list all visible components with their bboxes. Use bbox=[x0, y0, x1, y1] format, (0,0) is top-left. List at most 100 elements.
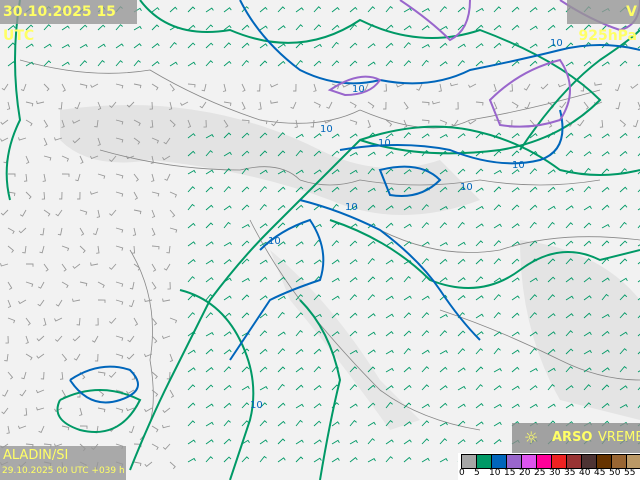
wind-barb bbox=[25, 155, 30, 164]
wind-barb bbox=[241, 294, 250, 301]
wind-barb bbox=[164, 173, 171, 181]
wind-barb bbox=[475, 205, 484, 211]
wind-barb bbox=[529, 186, 538, 193]
wind-barb bbox=[205, 133, 214, 139]
wind-barb bbox=[475, 366, 484, 373]
wind-barb bbox=[259, 348, 268, 355]
wind-barb bbox=[277, 241, 286, 247]
wind-barb bbox=[457, 277, 466, 283]
wind-barb bbox=[166, 245, 171, 254]
wind-barb bbox=[61, 353, 68, 362]
wind-barb bbox=[241, 6, 249, 13]
wind-barb bbox=[565, 313, 574, 319]
wind-barb bbox=[396, 83, 405, 88]
wind-barb bbox=[20, 83, 27, 92]
contour-5 bbox=[179, 289, 255, 480]
wind-barb bbox=[151, 137, 159, 144]
wind-barb bbox=[58, 191, 63, 200]
wind-barb bbox=[223, 366, 232, 373]
wind-barb bbox=[205, 60, 214, 67]
wind-barb bbox=[326, 101, 333, 109]
wind-barb bbox=[108, 371, 117, 378]
wind-barb bbox=[187, 119, 192, 128]
contour-5 bbox=[5, 0, 22, 201]
wind-barb bbox=[583, 60, 592, 67]
wind-barb bbox=[557, 83, 567, 88]
wind-barb bbox=[367, 240, 376, 247]
wind-barb bbox=[450, 82, 459, 87]
wind-barb bbox=[205, 24, 214, 31]
contour-15 bbox=[488, 58, 571, 128]
wind-barb bbox=[313, 169, 322, 175]
wind-barb bbox=[97, 389, 105, 397]
wind-barb bbox=[23, 173, 28, 182]
wind-barb bbox=[201, 83, 207, 92]
wind-barb bbox=[115, 24, 123, 31]
wind-barb bbox=[115, 227, 124, 233]
wind-barb bbox=[601, 349, 610, 355]
wind-barb bbox=[43, 43, 52, 49]
wind-barb bbox=[421, 119, 430, 124]
wind-barb bbox=[40, 227, 45, 236]
wind-barb bbox=[126, 389, 135, 395]
wind-barb bbox=[583, 367, 592, 373]
wind-barb bbox=[54, 317, 63, 322]
wind-barb bbox=[439, 366, 448, 373]
wind-barb bbox=[187, 150, 196, 157]
wind-barb bbox=[187, 384, 196, 391]
wind-barb bbox=[36, 407, 45, 411]
contour-label: 10 bbox=[268, 236, 281, 247]
wind-barb bbox=[565, 42, 574, 49]
wind-barb bbox=[331, 60, 340, 67]
legend-swatch bbox=[536, 454, 552, 469]
wind-barb bbox=[115, 407, 124, 413]
wind-barb bbox=[511, 223, 520, 229]
wind-barb bbox=[187, 276, 195, 283]
wind-barb bbox=[475, 60, 484, 67]
wind-barb bbox=[187, 83, 196, 88]
wind-barb bbox=[331, 421, 340, 427]
wind-barb bbox=[367, 61, 376, 67]
wind-barb bbox=[72, 298, 81, 302]
wind-barb bbox=[128, 425, 135, 434]
wind-barb bbox=[565, 366, 573, 373]
wind-barb bbox=[151, 389, 159, 397]
wind-barb bbox=[367, 119, 371, 129]
wind-barb bbox=[349, 403, 358, 409]
wind-barb bbox=[6, 425, 10, 434]
wind-barb bbox=[17, 425, 27, 429]
wind-barb bbox=[385, 133, 394, 139]
wind-barb bbox=[349, 419, 357, 427]
wind-barb bbox=[439, 421, 448, 427]
wind-barb bbox=[149, 101, 153, 110]
wind-barb bbox=[565, 205, 574, 211]
wind-barb bbox=[79, 425, 88, 429]
wind-barb bbox=[565, 277, 574, 283]
wind-barb bbox=[205, 150, 213, 157]
wind-barb bbox=[151, 371, 158, 380]
wind-barb bbox=[383, 101, 387, 110]
wind-barb bbox=[295, 294, 303, 301]
wind-barb bbox=[637, 101, 640, 111]
wind-barb bbox=[277, 366, 286, 373]
wind-barb bbox=[223, 168, 232, 175]
wind-barb bbox=[115, 119, 124, 125]
wind-barb bbox=[349, 349, 358, 355]
wind-barb bbox=[241, 83, 246, 92]
wind-barb bbox=[61, 25, 70, 31]
wind-barb bbox=[403, 295, 412, 301]
wind-barb bbox=[313, 43, 322, 49]
wind-barb bbox=[493, 258, 502, 265]
wind-barb bbox=[475, 101, 484, 106]
wind-barb bbox=[565, 240, 574, 247]
wind-barb bbox=[511, 204, 520, 211]
wind-barb bbox=[25, 119, 33, 127]
wind-barb bbox=[547, 294, 556, 301]
wind-barb bbox=[331, 331, 340, 337]
wind-barb bbox=[457, 241, 466, 247]
wind-barb bbox=[151, 317, 158, 326]
wind-barb bbox=[547, 348, 556, 355]
wind-barb bbox=[547, 383, 555, 391]
wind-barb bbox=[385, 349, 394, 355]
wind-barb bbox=[565, 330, 574, 337]
